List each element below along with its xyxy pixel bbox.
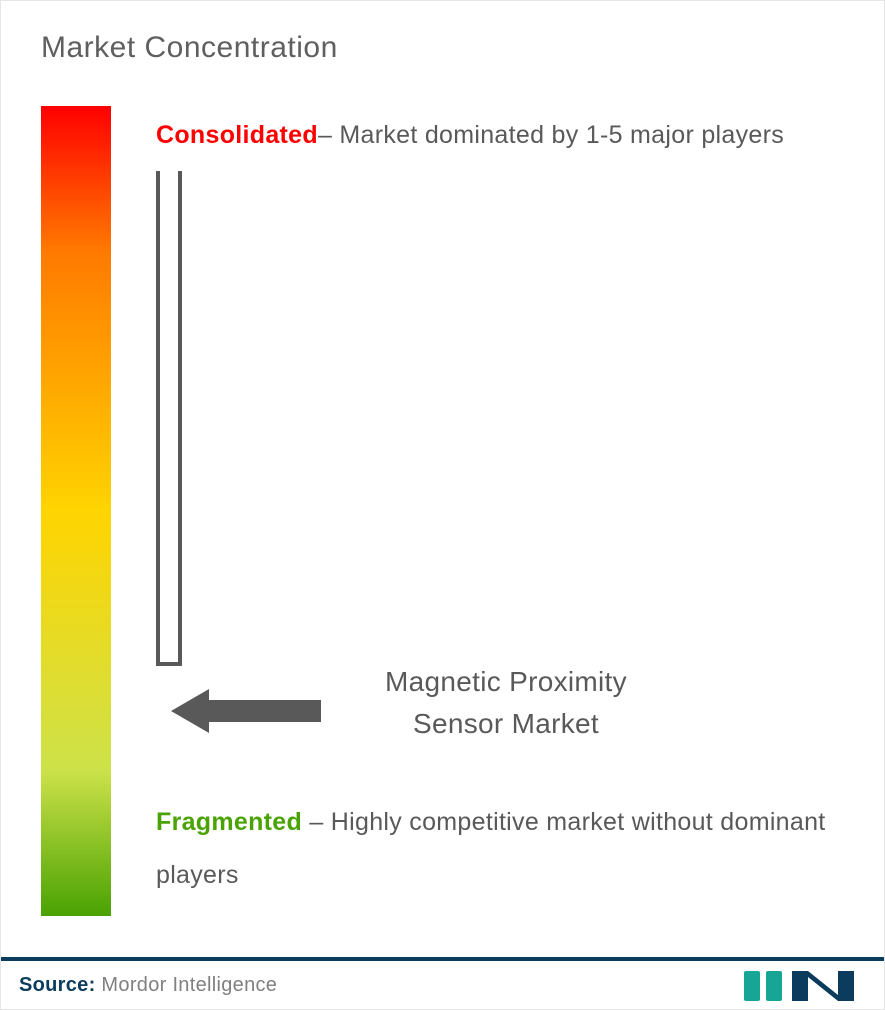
footer: Source: Mordor Intelligence	[1, 957, 884, 1009]
market-name-line2: Sensor Market	[413, 708, 599, 739]
range-bracket	[156, 171, 192, 666]
source-attribution: Source: Mordor Intelligence	[19, 974, 277, 997]
chart-title: Market Concentration	[41, 31, 338, 65]
consolidated-label: Consolidated– Market dominated by 1-5 ma…	[156, 109, 844, 162]
concentration-gradient-bar	[41, 106, 111, 916]
pointer-arrow	[171, 689, 321, 733]
source-prefix: Source:	[19, 974, 96, 996]
consolidated-keyword: Consolidated	[156, 121, 318, 149]
fragmented-keyword: Fragmented	[156, 808, 302, 836]
arrow-shape	[171, 689, 321, 733]
infographic-canvas: Market Concentration Consolidated– Marke…	[0, 0, 885, 1010]
brand-logo-icon	[744, 965, 854, 1005]
consolidated-desc: – Market dominated by 1-5 major players	[318, 121, 784, 149]
fragmented-label: Fragmented – Highly competitive market w…	[156, 796, 844, 901]
market-name-line1: Magnetic Proximity	[385, 666, 627, 697]
source-name: Mordor Intelligence	[96, 974, 278, 996]
market-name-label: Magnetic Proximity Sensor Market	[346, 661, 666, 745]
